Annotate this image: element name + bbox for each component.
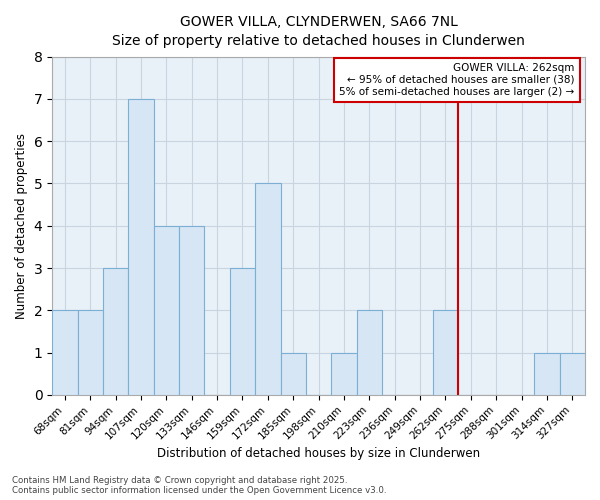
Text: Contains HM Land Registry data © Crown copyright and database right 2025.
Contai: Contains HM Land Registry data © Crown c… xyxy=(12,476,386,495)
Text: GOWER VILLA: 262sqm
← 95% of detached houses are smaller (38)
5% of semi-detache: GOWER VILLA: 262sqm ← 95% of detached ho… xyxy=(339,64,574,96)
Title: GOWER VILLA, CLYNDERWEN, SA66 7NL
Size of property relative to detached houses i: GOWER VILLA, CLYNDERWEN, SA66 7NL Size o… xyxy=(112,15,525,48)
Bar xyxy=(154,226,179,395)
X-axis label: Distribution of detached houses by size in Clunderwen: Distribution of detached houses by size … xyxy=(157,447,480,460)
Bar xyxy=(534,352,560,395)
Bar xyxy=(433,310,458,395)
Bar xyxy=(281,352,306,395)
Bar xyxy=(230,268,255,395)
Bar xyxy=(560,352,585,395)
Bar xyxy=(77,310,103,395)
Bar xyxy=(103,268,128,395)
Bar xyxy=(331,352,356,395)
Y-axis label: Number of detached properties: Number of detached properties xyxy=(15,132,28,318)
Bar xyxy=(356,310,382,395)
Bar xyxy=(255,184,281,395)
Bar xyxy=(128,99,154,395)
Bar xyxy=(179,226,205,395)
Bar xyxy=(52,310,77,395)
